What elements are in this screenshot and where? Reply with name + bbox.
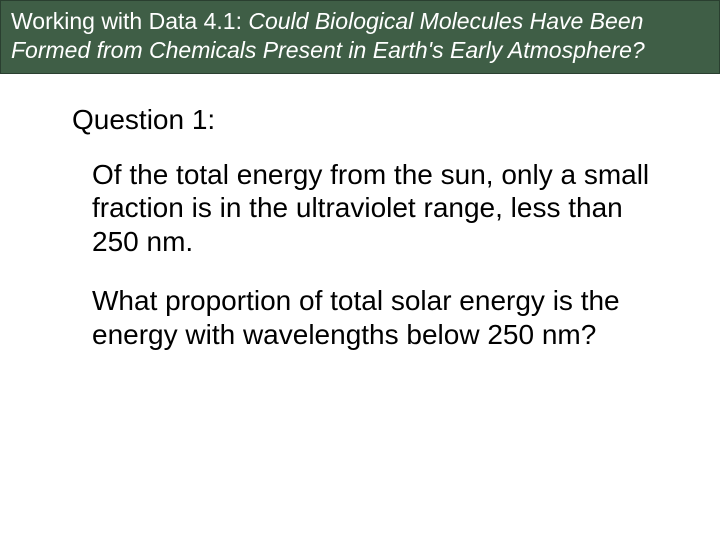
paragraph-1: Of the total energy from the sun, only a… (92, 158, 652, 259)
question-label: Question 1: (72, 104, 660, 136)
paragraph-2: What proportion of total solar energy is… (92, 284, 652, 351)
slide-header: Working with Data 4.1: Could Biological … (0, 0, 720, 74)
header-title: Working with Data 4.1: Could Biological … (11, 7, 709, 65)
slide-content: Question 1: Of the total energy from the… (0, 74, 720, 352)
header-prefix: Working with Data 4.1: (11, 8, 248, 34)
header-title-line1: Could Biological Molecules Have Been (248, 8, 643, 34)
header-title-line2: Formed from Chemicals Present in Earth's… (11, 37, 645, 63)
